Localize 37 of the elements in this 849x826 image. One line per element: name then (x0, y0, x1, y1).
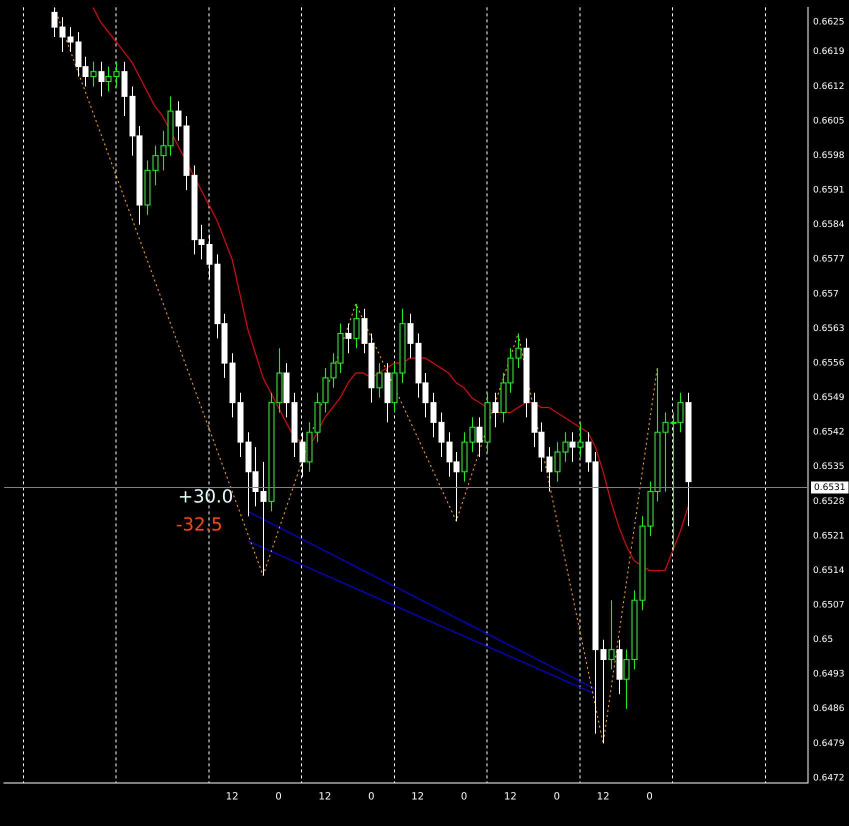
x-tick-label: 12 (504, 792, 517, 803)
x-tick-label: 12 (226, 792, 239, 803)
y-tick-label: 0.6514 (813, 566, 845, 576)
y-tick-label: 0.6619 (813, 47, 845, 58)
x-tick-label: 12 (411, 792, 424, 803)
y-tick-label: 0.6507 (813, 600, 844, 610)
y-tick-label: 0.6521 (813, 531, 844, 542)
y-tick-label: 0.6591 (813, 186, 844, 196)
y-tick-label: 0.6556 (813, 358, 845, 368)
x-tick-label: 0 (554, 792, 560, 803)
y-tick-label: 0.6472 (813, 773, 844, 784)
y-tick-label: 0.6535 (813, 462, 844, 472)
y-tick-label: 0.6479 (813, 738, 845, 749)
x-tick-label: 0 (368, 792, 374, 803)
y-tick-label: 0.6528 (813, 496, 845, 507)
x-tick-label: 0 (460, 792, 468, 803)
x-tick-label: 12 (318, 792, 332, 803)
y-tick-label: 0.6493 (813, 670, 844, 680)
y-tick-label: 0.657 (813, 289, 839, 300)
y-tick-label: 0.6625 (813, 18, 844, 28)
ref-line-label: 0.6531 (814, 482, 846, 493)
x-tick-label: 0 (275, 792, 282, 803)
y-tick-label: 0.6563 (813, 324, 844, 334)
y-tick-label: 0.6542 (813, 428, 844, 438)
annotation: +30.0 (178, 486, 234, 508)
line-series (54, 7, 658, 744)
y-tick-label: 0.6605 (813, 116, 844, 126)
annotation: -32.5 (176, 514, 223, 536)
y-tick-label: 0.6598 (813, 150, 845, 161)
y-tick-label: 0.65 (813, 635, 834, 646)
y-tick-label: 0.6584 (813, 220, 845, 230)
y-tick-label: 0.6577 (813, 254, 844, 265)
y-tick-label: 0.6486 (813, 704, 845, 714)
y-tick-label: 0.6612 (813, 82, 844, 92)
x-tick-label: 0 (646, 792, 653, 803)
y-tick-label: 0.6549 (813, 393, 845, 404)
x-tick-label: 12 (596, 792, 610, 803)
